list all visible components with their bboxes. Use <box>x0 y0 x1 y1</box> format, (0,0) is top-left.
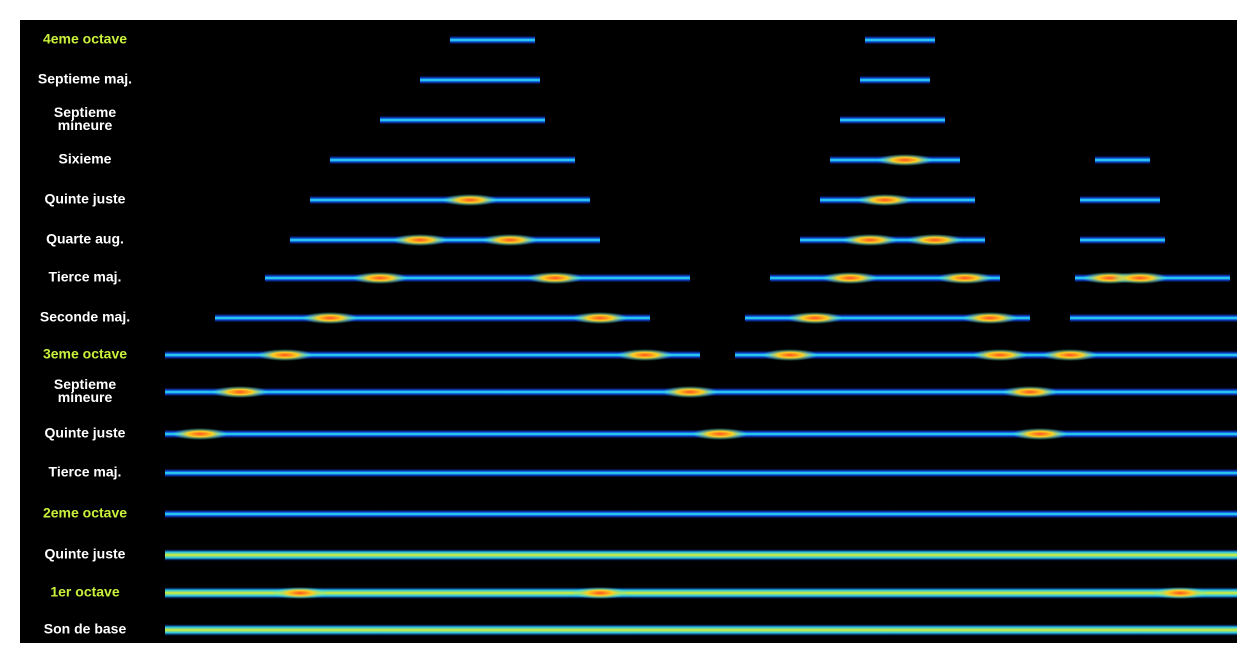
harmonic-label: Septieme maj. <box>38 71 132 87</box>
energy-peak <box>907 234 963 246</box>
energy-peak <box>972 349 1028 361</box>
harmonic-label: Son de base <box>44 621 127 637</box>
energy-peak <box>842 234 898 246</box>
harmonic-band <box>860 76 930 85</box>
harmonic-band <box>380 116 545 125</box>
energy-peak <box>442 194 498 206</box>
harmonic-label: Seconde maj. <box>40 309 130 325</box>
harmonic-label: mineure <box>58 389 113 405</box>
energy-peak <box>617 349 673 361</box>
energy-peak <box>302 312 358 324</box>
harmonic-band <box>840 116 945 125</box>
harmonic-label: 3eme octave <box>43 346 127 362</box>
harmonic-label: mineure <box>58 117 113 133</box>
harmonic-band <box>165 549 1237 561</box>
harmonic-band <box>165 624 1237 636</box>
energy-peak <box>762 349 818 361</box>
harmonic-label: Quarte aug. <box>46 231 124 247</box>
harmonic-label: Tierce maj. <box>49 269 122 285</box>
energy-peak <box>1002 386 1058 398</box>
energy-peak <box>172 428 228 440</box>
energy-peak <box>572 312 628 324</box>
harmonic-label: Quinte juste <box>45 425 126 441</box>
energy-peak <box>877 154 933 166</box>
energy-peak <box>257 349 313 361</box>
energy-peak <box>572 587 628 599</box>
harmonic-label: 2eme octave <box>43 505 127 521</box>
energy-peak <box>1012 428 1068 440</box>
harmonic-band <box>330 156 575 165</box>
harmonic-label: Quinte juste <box>45 546 126 562</box>
harmonic-label: 4eme octave <box>43 31 127 47</box>
harmonic-band <box>865 36 935 45</box>
energy-peak <box>692 428 748 440</box>
harmonic-band <box>1080 196 1160 205</box>
harmonic-label: Tierce maj. <box>49 464 122 480</box>
energy-peak <box>392 234 448 246</box>
page: 4eme octaveSeptieme maj.SeptiememineureS… <box>0 0 1237 643</box>
harmonic-label: Sixieme <box>59 151 112 167</box>
harmonic-band <box>1070 314 1237 323</box>
energy-peak <box>857 194 913 206</box>
energy-peak <box>272 587 328 599</box>
energy-peak <box>937 272 993 284</box>
energy-peak <box>962 312 1018 324</box>
harmonic-band <box>420 76 540 85</box>
harmonic-band <box>450 36 535 45</box>
energy-peak <box>662 386 718 398</box>
energy-peak <box>527 272 583 284</box>
energy-peak <box>1112 272 1168 284</box>
energy-peak <box>352 272 408 284</box>
harmonic-band <box>165 469 1237 478</box>
spectrogram-figure: 4eme octaveSeptieme maj.SeptiememineureS… <box>0 0 1237 643</box>
energy-peak <box>787 312 843 324</box>
harmonic-band <box>265 274 690 283</box>
energy-peak <box>1152 587 1208 599</box>
energy-peak <box>212 386 268 398</box>
harmonic-label: Quinte juste <box>45 191 126 207</box>
energy-peak <box>1042 349 1098 361</box>
harmonic-band <box>165 510 1237 519</box>
harmonic-label: 1er octave <box>50 584 119 600</box>
energy-peak <box>822 272 878 284</box>
harmonic-band <box>1095 156 1150 165</box>
harmonic-band <box>1080 236 1165 245</box>
energy-peak <box>482 234 538 246</box>
